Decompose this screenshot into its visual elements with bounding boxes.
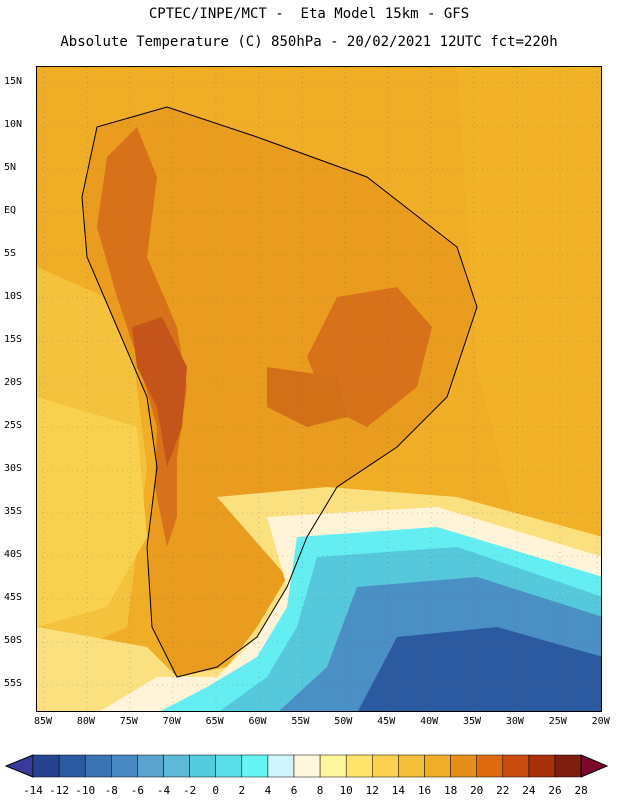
lat-label: 10N xyxy=(4,119,23,130)
colorbar-tick-label: -4 xyxy=(156,784,171,797)
lat-label: 20S xyxy=(4,377,23,388)
lon-label: 75W xyxy=(119,716,138,727)
colorbar-swatch xyxy=(293,754,321,778)
lat-label: 35S xyxy=(4,506,23,517)
lon-label: 55W xyxy=(291,716,310,727)
colorbar-tick-label: -10 xyxy=(75,784,96,797)
lon-label: 40W xyxy=(420,716,439,727)
colorbar-swatch xyxy=(137,754,164,778)
colorbar-swatch xyxy=(32,754,60,778)
colorbar-swatch xyxy=(84,754,112,778)
colorbar-swatch xyxy=(476,754,504,778)
colorbar-tick-label: 24 xyxy=(522,784,536,797)
colorbar-tick-label: 10 xyxy=(339,784,353,797)
colorbar-swatch xyxy=(267,754,295,778)
colorbar-tick-label: 6 xyxy=(290,784,298,797)
colorbar-low-arrow xyxy=(4,754,34,778)
lat-label: 25S xyxy=(4,420,23,431)
colorbar-tick-label: -8 xyxy=(104,784,118,797)
map-panel xyxy=(36,66,602,712)
colorbar-swatch xyxy=(528,754,556,778)
lon-label: 30W xyxy=(505,716,524,727)
colorbar-swatch xyxy=(502,754,530,778)
lat-label: 55S xyxy=(4,678,23,689)
colorbar-swatch xyxy=(58,754,86,778)
lat-label: 30S xyxy=(4,463,23,474)
colorbar-tick-label: 8 xyxy=(316,784,324,797)
lon-label: 50W xyxy=(334,716,353,727)
lon-label: 20W xyxy=(591,716,610,727)
colorbar-tick-label: -12 xyxy=(49,784,70,797)
colorbar-swatch xyxy=(319,754,347,778)
colorbar-swatch xyxy=(215,754,243,778)
colorbar-swatch xyxy=(241,754,269,778)
temperature-map xyxy=(37,67,601,711)
colorbar-swatch xyxy=(554,754,582,778)
lat-label: 40S xyxy=(4,549,23,560)
lat-label: 10S xyxy=(4,291,23,302)
lon-label: 60W xyxy=(248,716,267,727)
lat-label: 15N xyxy=(4,76,23,87)
colorbar-swatch xyxy=(345,754,373,778)
lat-label: 45S xyxy=(4,592,23,603)
colorbar-tick-label: 0 xyxy=(212,784,219,797)
colorbar-tick-label: -6 xyxy=(130,784,145,797)
lat-label: 5N xyxy=(4,162,17,173)
colorbar-tick-label: 18 xyxy=(443,784,458,797)
colorbar-tick-label: -14 xyxy=(23,784,43,797)
lon-label: 65W xyxy=(205,716,224,727)
lon-label: 35W xyxy=(462,716,482,727)
colorbar-tick-label: 28 xyxy=(574,784,588,797)
lon-label: 85W xyxy=(33,716,53,727)
lat-label: 50S xyxy=(4,635,23,646)
lon-label: 45W xyxy=(377,716,396,727)
colorbar-swatch xyxy=(372,754,399,778)
lat-label: EQ xyxy=(4,205,17,216)
lon-label: 70W xyxy=(162,716,181,727)
colorbar-swatch xyxy=(111,754,138,778)
colorbar-tick-label: 16 xyxy=(417,784,432,797)
lon-label: 25W xyxy=(548,716,567,727)
colorbar-tick-label: 12 xyxy=(365,784,379,797)
colorbar-tick-label: 2 xyxy=(238,784,246,797)
colorbar-high-arrow xyxy=(580,754,609,778)
colorbar-swatch xyxy=(398,754,425,778)
colorbar-tick-label: 26 xyxy=(548,784,562,797)
title-line-1: CPTEC/INPE/MCT - Eta Model 15km - GFS xyxy=(148,6,470,22)
lon-label: 80W xyxy=(76,716,95,727)
lat-label: 15S xyxy=(4,334,23,345)
colorbar-tick-label: 22 xyxy=(496,784,510,797)
colorbar-swatch xyxy=(163,754,190,778)
colorbar-tick-label: 20 xyxy=(470,784,484,797)
colorbar-swatch xyxy=(189,754,216,778)
colorbar xyxy=(4,754,609,778)
colorbar-swatch xyxy=(450,754,477,778)
lat-label: 5S xyxy=(4,248,17,259)
colorbar-tick-label: -2 xyxy=(182,784,197,797)
colorbar-tick-label: 4 xyxy=(264,784,272,797)
title-line-2: Absolute Temperature (C) 850hPa - 20/02/… xyxy=(60,34,558,50)
colorbar-swatch xyxy=(424,754,451,778)
colorbar-tick-label: 14 xyxy=(391,784,406,797)
